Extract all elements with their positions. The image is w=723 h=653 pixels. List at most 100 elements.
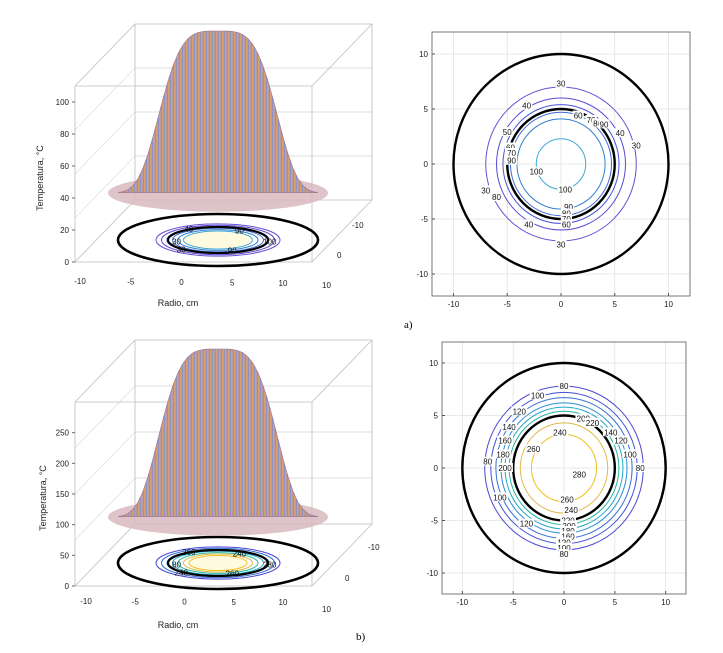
grid-line-wall	[74, 431, 136, 495]
contour-label-bg	[602, 427, 619, 437]
contour-label-bg	[584, 417, 601, 427]
contour-label-bg	[622, 449, 638, 459]
contour-label: 30	[481, 186, 490, 195]
contour-label: 120	[614, 437, 628, 446]
contour-label-bg	[560, 531, 576, 541]
floor-contour-line	[161, 547, 275, 579]
floor-contour-label: 30	[177, 246, 186, 255]
contour-label: 100	[530, 168, 544, 177]
axis-box-edge	[311, 199, 373, 263]
contour-label: 80	[560, 550, 569, 559]
contour-label: 90	[564, 203, 573, 212]
contour-label-bg	[556, 542, 572, 552]
contour-label: 140	[604, 428, 618, 437]
x-tick-label: 10	[279, 279, 288, 288]
x-tick-label: 10	[661, 598, 670, 607]
temperature-surface	[117, 348, 319, 517]
y-tick-label: 0	[424, 160, 429, 169]
contour-label-bg	[560, 208, 572, 218]
contour-label: 30	[557, 80, 566, 89]
contour-label-bg	[614, 128, 626, 138]
contour-label: 80	[593, 119, 602, 128]
contour-label: 70	[507, 149, 516, 158]
floor-contour-line	[172, 227, 264, 253]
contour-label: 120	[513, 407, 527, 416]
floor-contour-label: 90	[228, 246, 237, 255]
x-axis-label: Radio, cm	[158, 620, 199, 630]
y-tick-label: -10	[352, 221, 364, 230]
y-tick-label: 10	[322, 281, 331, 290]
contour-label-bg	[560, 219, 572, 229]
contour-label: 40	[616, 129, 625, 138]
panel-label-b: b)	[356, 631, 366, 643]
y-tick-label: -5	[421, 215, 429, 224]
contour-label-bg	[528, 166, 545, 176]
contour-label-bg	[613, 435, 629, 445]
floor-contour-label: 90	[235, 227, 244, 236]
contour-label-bg	[563, 505, 580, 514]
z-axis-label: Temperatura, °C	[38, 465, 48, 531]
contour-label: 90	[507, 157, 516, 166]
z-tick-label: 20	[60, 226, 69, 235]
z-tick-label: 0	[65, 582, 70, 591]
contour-label: 200	[577, 415, 591, 424]
y-tick-label: 5	[424, 105, 429, 114]
contour-label-bg	[562, 201, 575, 211]
contour-label-bg	[518, 518, 535, 528]
contour-label-bg	[482, 456, 494, 466]
contour-label-bg	[529, 390, 546, 400]
contour-label-bg	[571, 469, 588, 479]
axis-box-edge	[311, 23, 373, 87]
floor-contour-line	[183, 553, 253, 573]
contour-label: 280	[573, 470, 587, 479]
floor-inner-boundary	[166, 225, 270, 255]
x-tick-label: 0	[179, 278, 184, 287]
floor-inner-boundary	[166, 548, 270, 578]
contour-label: 160	[498, 437, 512, 446]
panel-a-contour-plot: 3040607080904030506070901001009080706080…	[416, 31, 691, 309]
contour-label-bg	[630, 140, 642, 150]
axis-box-edge	[311, 339, 373, 403]
z-tick-label: 250	[56, 429, 70, 438]
axis-box-edge	[74, 199, 136, 263]
contour-label: 100	[557, 544, 571, 553]
contour-label-bg	[560, 515, 576, 525]
y-tick-label: -10	[426, 569, 438, 578]
contour-label: 30	[557, 240, 566, 249]
contour-label-bg	[523, 219, 535, 229]
contour-label: 60	[574, 112, 583, 121]
z-tick-label: 80	[60, 130, 69, 139]
y-tick-label: 10	[419, 50, 428, 59]
floor-contour-label: 240	[233, 550, 247, 559]
contour-label-bg	[511, 406, 528, 416]
panel-label-a: a)	[404, 319, 413, 331]
contour-label-bg	[561, 520, 577, 530]
contour-label-bg	[521, 100, 533, 110]
y-tick-label: -10	[416, 270, 428, 279]
grid-line-wall	[74, 67, 136, 131]
contour-label-bg	[598, 119, 610, 129]
floor-contour-label: 260	[182, 548, 196, 557]
contour-label-bg	[557, 184, 574, 194]
contour-label: 100	[623, 450, 637, 459]
x-tick-label: -10	[80, 597, 92, 606]
x-tick-label: -5	[132, 597, 140, 606]
contour-label: 60	[562, 221, 571, 230]
contour-label: 160	[561, 532, 575, 541]
axis-box-edge	[74, 339, 136, 403]
axis-box-edge	[74, 23, 136, 87]
y-tick-label: 10	[429, 359, 438, 368]
contour-label-bg	[558, 549, 570, 559]
contour-label-bg	[560, 214, 572, 223]
axis-box-edge	[311, 523, 373, 587]
contour-label-bg	[575, 413, 592, 423]
floor-contour-line	[177, 552, 259, 574]
contour-label-bg	[558, 381, 570, 391]
contour-label: 80	[483, 458, 492, 467]
floor-contour-label: 260	[226, 569, 240, 578]
floor-contour-label: 40	[184, 225, 193, 234]
grid-line-wall	[74, 385, 136, 449]
floor-contour-label: 80	[172, 561, 181, 570]
grid-line-wall	[74, 477, 136, 541]
